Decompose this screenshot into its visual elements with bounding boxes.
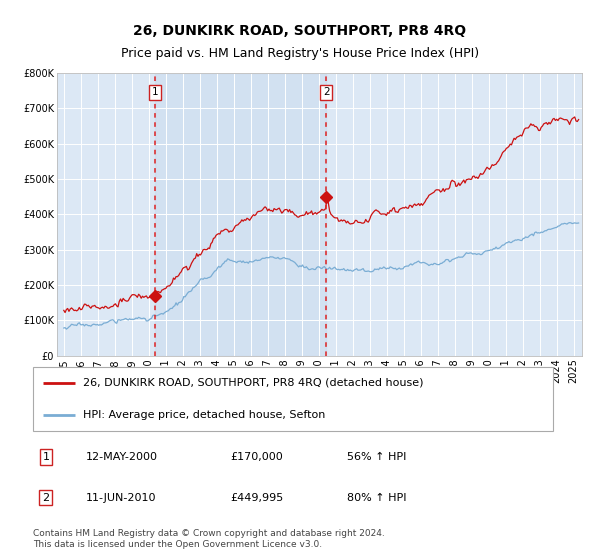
Text: Contains HM Land Registry data © Crown copyright and database right 2024.
This d: Contains HM Land Registry data © Crown c…	[33, 529, 385, 549]
Text: 2: 2	[42, 493, 49, 502]
Text: 26, DUNKIRK ROAD, SOUTHPORT, PR8 4RQ: 26, DUNKIRK ROAD, SOUTHPORT, PR8 4RQ	[133, 24, 467, 38]
Text: 12-MAY-2000: 12-MAY-2000	[85, 452, 157, 462]
Text: £449,995: £449,995	[230, 493, 284, 502]
Text: 1: 1	[152, 87, 158, 97]
Text: 1: 1	[43, 452, 49, 462]
Text: 26, DUNKIRK ROAD, SOUTHPORT, PR8 4RQ (detached house): 26, DUNKIRK ROAD, SOUTHPORT, PR8 4RQ (de…	[83, 378, 424, 388]
Text: Price paid vs. HM Land Registry's House Price Index (HPI): Price paid vs. HM Land Registry's House …	[121, 46, 479, 60]
Text: 56% ↑ HPI: 56% ↑ HPI	[347, 452, 406, 462]
Text: 2: 2	[323, 87, 329, 97]
Text: HPI: Average price, detached house, Sefton: HPI: Average price, detached house, Seft…	[83, 410, 325, 420]
Text: 80% ↑ HPI: 80% ↑ HPI	[347, 493, 406, 502]
Bar	[155, 73, 326, 356]
Text: £170,000: £170,000	[230, 452, 283, 462]
Text: 11-JUN-2010: 11-JUN-2010	[85, 493, 156, 502]
FancyBboxPatch shape	[32, 367, 553, 431]
